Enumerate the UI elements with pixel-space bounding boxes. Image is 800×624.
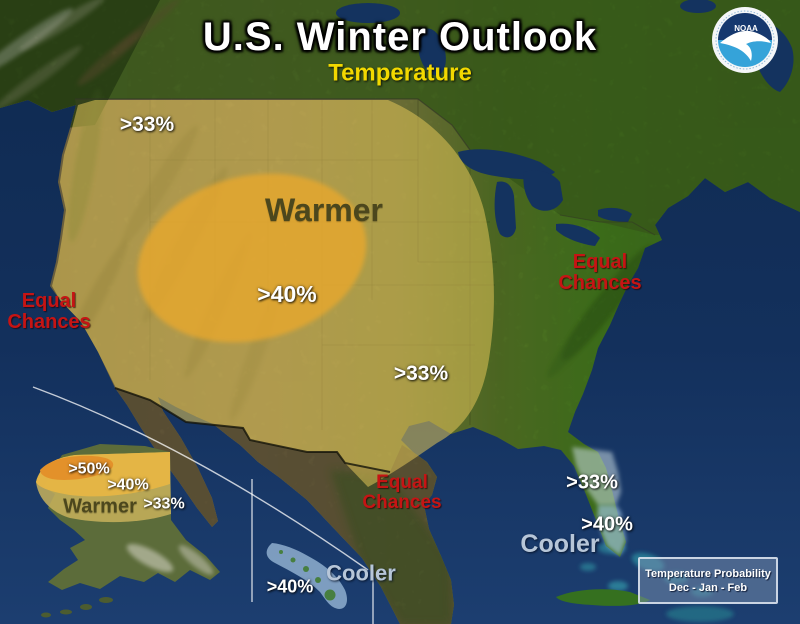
warmer-40-core-label: >40% <box>257 280 317 307</box>
page-subtitle: Temperature <box>328 59 472 87</box>
equal-chances-northeast-line2: Chances <box>558 272 642 294</box>
alaska-warmer-50-region <box>40 455 114 480</box>
hawaii-inset-region <box>266 543 347 609</box>
equal-chances-south-texas-line1: Equal <box>376 472 428 494</box>
florida-cooler-40-label: >40% <box>581 513 633 536</box>
warmer-region-label: Warmer <box>265 192 383 229</box>
legend-line1: Temperature Probability <box>645 567 771 580</box>
equal-chances-west-label: Equal Chances <box>7 291 90 333</box>
florida-cooler-33-label: >33% <box>566 471 618 494</box>
equal-chances-northeast-label: Equal Chances <box>558 252 641 294</box>
hawaii-cooler-region-label: Cooler <box>326 560 396 586</box>
legend-box: Temperature Probability Dec - Jan - Feb <box>638 557 778 604</box>
page-title: U.S. Winter Outlook <box>202 15 598 59</box>
alaska-33-label: >33% <box>143 495 185 513</box>
equal-chances-south-texas-label: Equal Chances <box>362 473 441 513</box>
alaska-40-label: >40% <box>107 476 149 494</box>
warmer-33-south-label: >33% <box>393 361 449 385</box>
warmer-33-northwest-label: >33% <box>119 112 175 136</box>
warmer-40-region <box>137 173 367 343</box>
alaska-50-label: >50% <box>68 460 110 478</box>
cuba-island <box>556 589 650 606</box>
equal-chances-west-line1: Equal <box>21 290 77 312</box>
legend-line2: Dec - Jan - Feb <box>668 581 748 594</box>
florida-cooler-region-label: Cooler <box>520 529 600 558</box>
alaska-inset <box>36 444 220 618</box>
noaa-logo-text: NOAA <box>734 24 758 33</box>
florida-cooler-40-region <box>597 505 626 556</box>
inset-divider-lines <box>32 386 374 624</box>
florida-cooler-33-region <box>572 447 621 505</box>
equal-chances-south-texas-line2: Chances <box>362 492 442 513</box>
equal-chances-northeast-line1: Equal <box>572 251 628 273</box>
equal-chances-west-line2: Chances <box>7 311 91 333</box>
noaa-logo: NOAA <box>712 7 778 73</box>
hawaii-40-label: >40% <box>266 576 314 597</box>
alaska-warmer-region-label: Warmer <box>63 495 137 518</box>
national-borders <box>75 98 656 473</box>
